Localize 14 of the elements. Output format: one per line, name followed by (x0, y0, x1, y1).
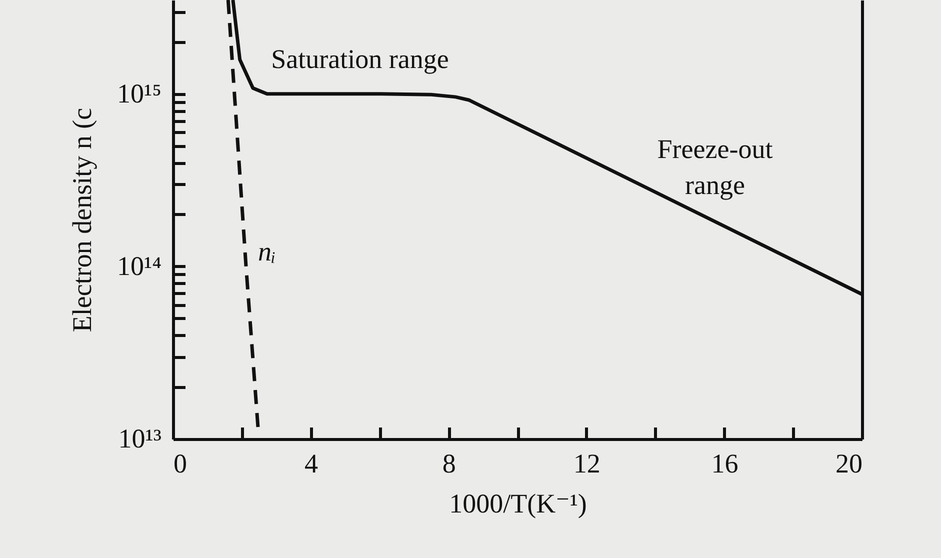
x-axis-title: 1000/T(K⁻¹) (449, 488, 587, 518)
x-tick-label: 8 (442, 448, 456, 478)
series-label: nᵢ (258, 236, 276, 266)
x-tick-label: 4 (304, 448, 319, 478)
x-tick-label: 0 (174, 448, 187, 478)
y-tick-label: 10¹³ (118, 424, 162, 454)
y-tick-label: 10¹⁴ (116, 250, 162, 281)
y-tick-label: 10¹⁵ (116, 78, 162, 108)
annotation: Freeze-out range (657, 134, 774, 200)
x-tick-label: 12 (573, 448, 600, 478)
annotation: Saturation range (271, 44, 449, 74)
x-tick-label: 16 (711, 448, 738, 478)
y-axis-title: Electron density n (c (66, 108, 97, 332)
x-tick-label: 20 (836, 448, 862, 478)
